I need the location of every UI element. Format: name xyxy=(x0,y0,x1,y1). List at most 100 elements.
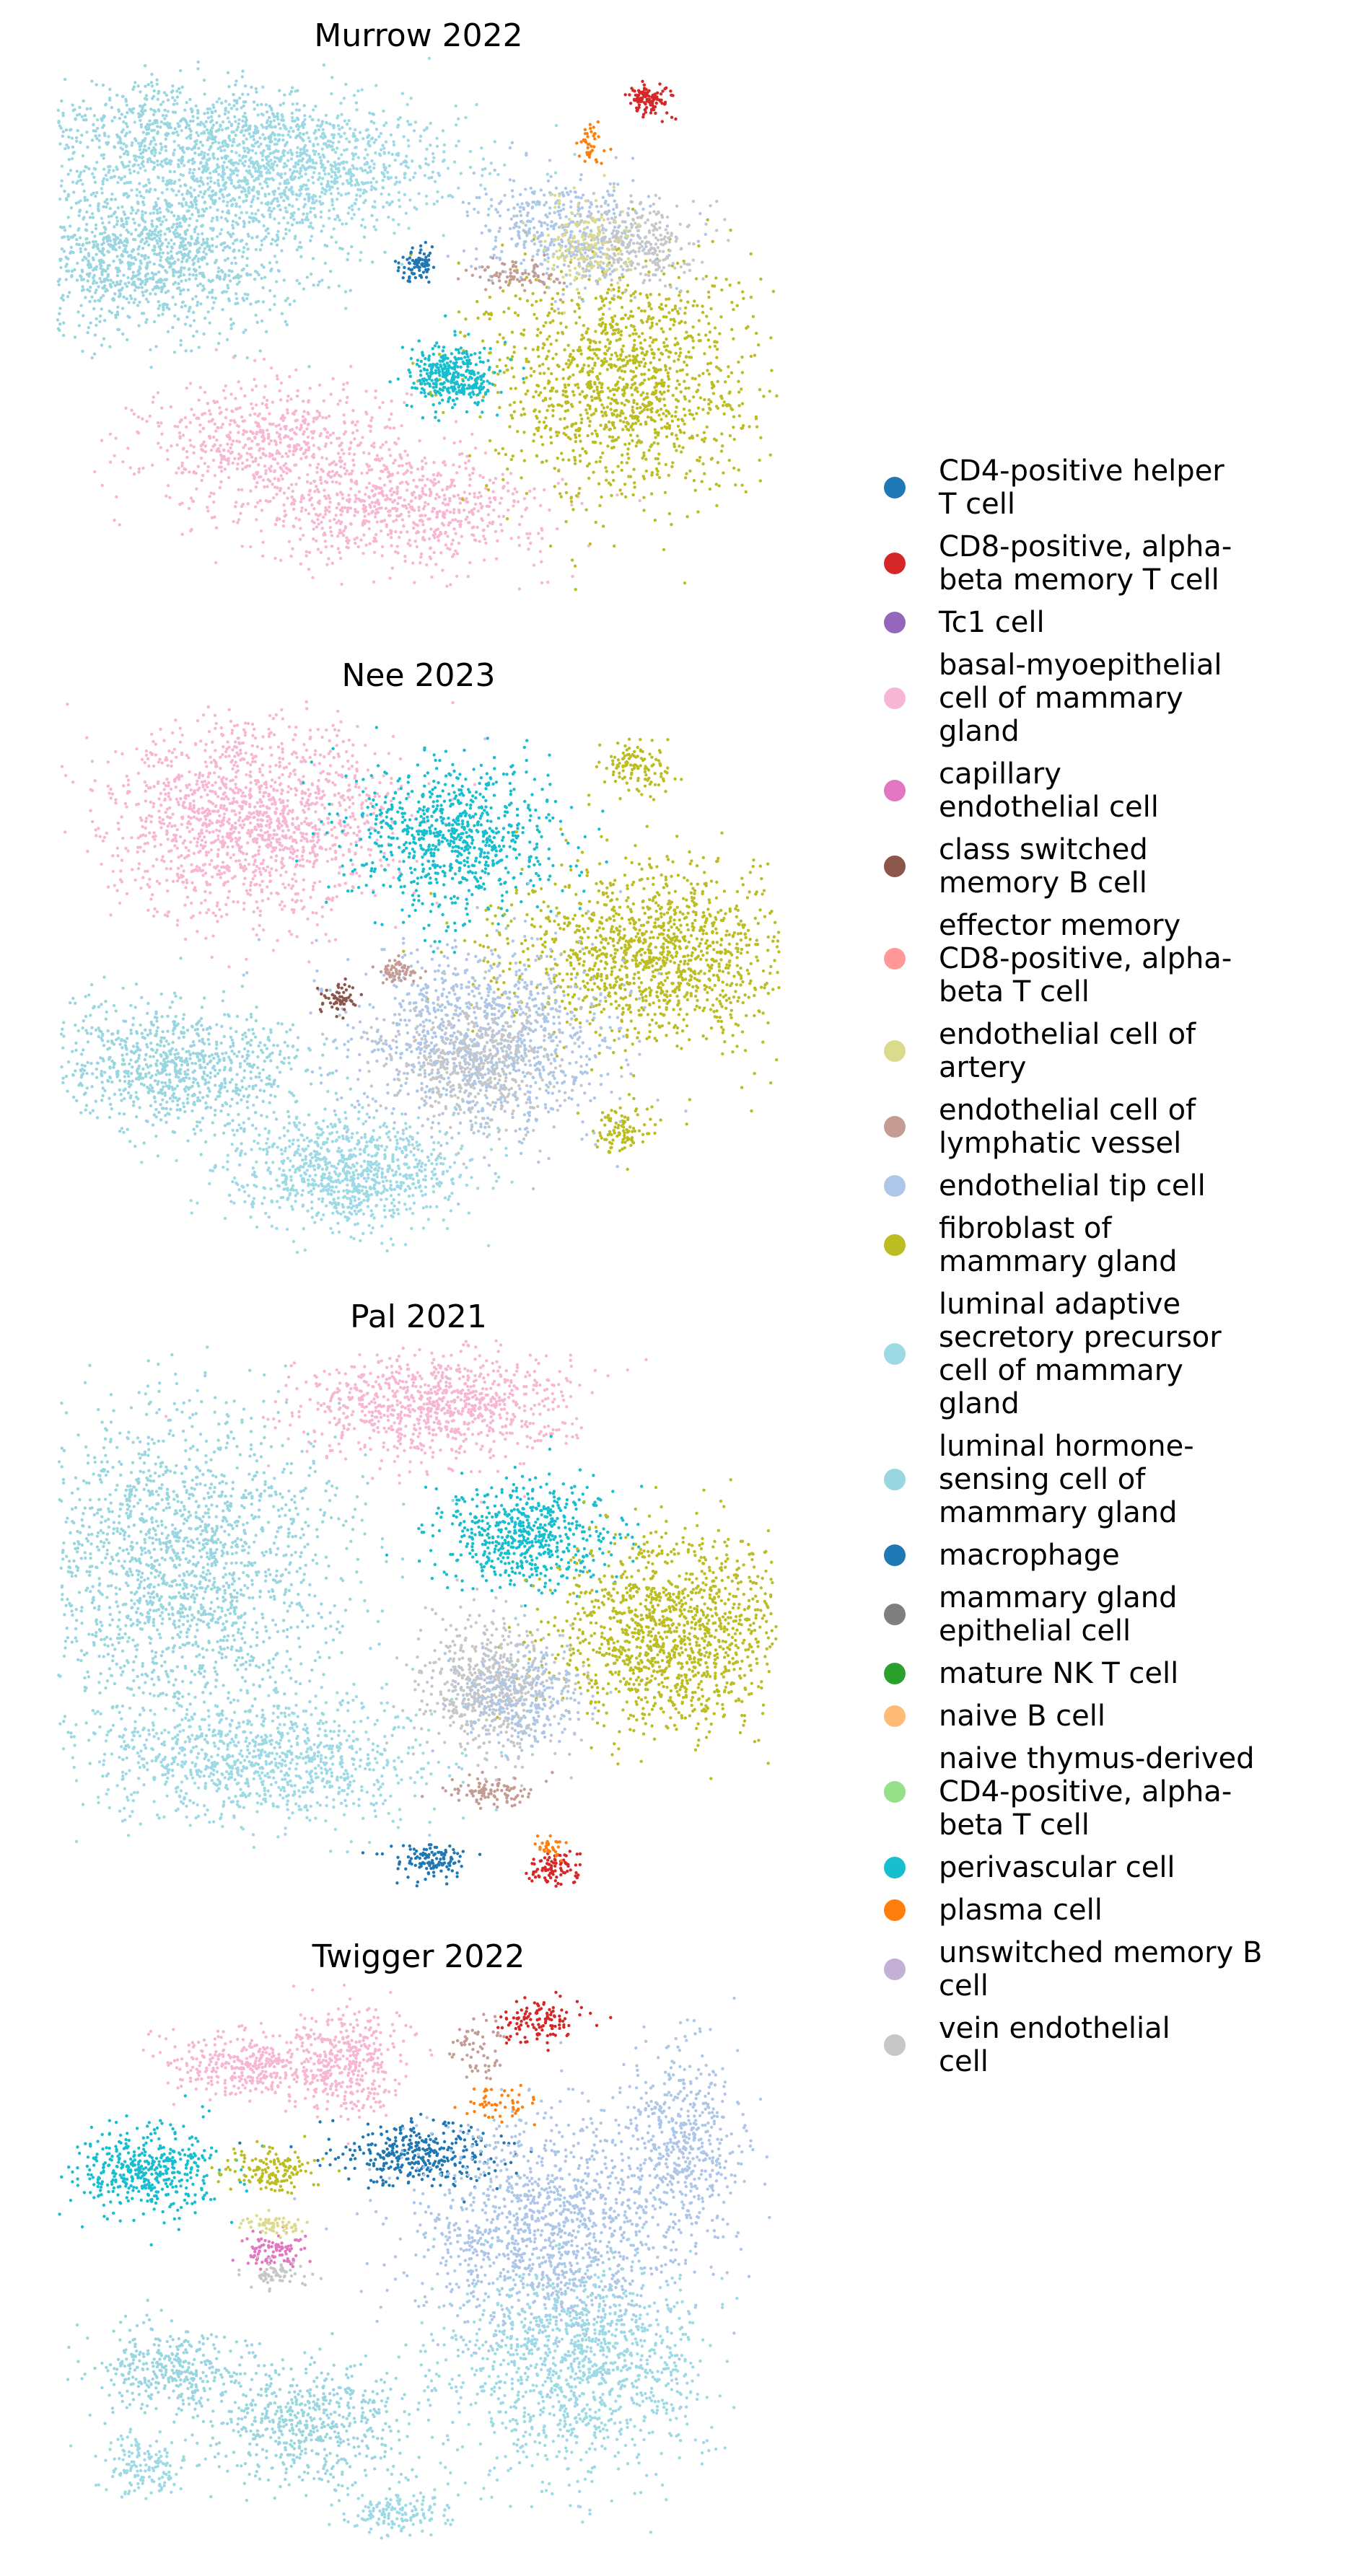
data-point xyxy=(159,126,162,129)
data-point xyxy=(85,222,89,227)
data-point xyxy=(193,146,197,150)
data-point xyxy=(124,244,128,247)
data-point xyxy=(571,508,575,511)
data-point xyxy=(364,390,368,393)
data-point xyxy=(436,527,439,531)
data-point xyxy=(110,192,114,196)
data-point xyxy=(561,288,565,291)
data-point xyxy=(338,246,342,250)
data-point xyxy=(546,366,551,371)
data-point xyxy=(157,278,161,282)
data-point xyxy=(261,554,265,558)
data-point xyxy=(68,291,71,294)
data-point xyxy=(105,142,109,146)
data-point xyxy=(289,135,292,139)
data-point xyxy=(102,153,106,157)
data-point xyxy=(282,503,286,507)
data-point xyxy=(147,146,151,150)
data-point xyxy=(500,529,504,532)
data-point xyxy=(666,371,670,375)
data-point xyxy=(255,131,260,134)
data-point xyxy=(676,424,680,428)
data-point xyxy=(481,157,486,161)
data-point xyxy=(260,509,264,512)
data-point xyxy=(265,144,268,148)
data-point xyxy=(405,462,408,465)
data-point xyxy=(165,218,168,222)
data-point xyxy=(305,153,309,157)
data-point xyxy=(442,410,445,414)
data-point xyxy=(297,518,302,522)
data-point xyxy=(260,319,264,323)
data-point xyxy=(82,169,86,173)
data-point xyxy=(159,162,162,167)
data-point xyxy=(171,268,175,271)
data-point xyxy=(234,302,237,306)
data-point xyxy=(395,485,399,489)
data-point xyxy=(324,545,328,549)
data-point xyxy=(381,144,385,147)
data-point xyxy=(564,362,569,366)
data-point xyxy=(272,119,276,123)
data-point xyxy=(548,321,552,325)
data-point xyxy=(393,232,396,235)
data-point xyxy=(374,228,377,232)
data-point xyxy=(361,218,364,221)
data-point xyxy=(238,456,242,460)
data-point xyxy=(171,84,175,88)
data-point xyxy=(206,188,210,191)
data-point xyxy=(149,211,152,216)
data-point xyxy=(408,178,412,182)
data-point xyxy=(231,410,235,413)
data-point xyxy=(198,386,202,390)
data-point xyxy=(259,142,263,146)
data-point xyxy=(282,165,286,169)
data-point xyxy=(298,240,302,245)
data-point xyxy=(372,485,377,488)
data-point xyxy=(182,273,186,277)
data-point xyxy=(392,461,395,465)
data-point xyxy=(146,160,149,164)
data-point xyxy=(161,220,165,224)
data-point xyxy=(258,182,262,186)
data-point xyxy=(380,529,383,533)
data-point xyxy=(97,208,100,213)
data-point xyxy=(213,181,216,185)
data-point xyxy=(531,348,535,351)
data-point xyxy=(355,193,359,197)
data-point xyxy=(517,587,521,591)
data-point xyxy=(491,490,495,493)
data-point xyxy=(400,518,405,522)
data-point xyxy=(215,439,219,442)
data-point xyxy=(244,120,247,124)
data-point xyxy=(97,202,100,206)
data-point xyxy=(237,195,241,199)
data-point xyxy=(168,265,172,269)
data-point xyxy=(76,310,80,314)
data-point xyxy=(281,133,285,137)
data-point xyxy=(362,499,367,503)
data-point xyxy=(346,395,349,400)
data-point xyxy=(507,307,511,310)
data-point xyxy=(438,509,442,513)
data-point xyxy=(113,146,117,149)
data-point xyxy=(432,483,436,487)
data-point xyxy=(243,292,247,296)
data-point xyxy=(362,201,366,205)
data-point xyxy=(382,151,386,155)
data-point xyxy=(287,203,292,207)
data-point xyxy=(329,530,333,534)
data-point xyxy=(716,379,719,384)
data-point xyxy=(149,81,154,84)
data-point xyxy=(228,423,232,426)
data-point xyxy=(292,449,296,453)
data-point xyxy=(245,257,249,260)
data-point xyxy=(476,509,480,513)
data-point xyxy=(260,213,264,217)
data-point xyxy=(285,323,289,327)
data-point xyxy=(312,131,316,135)
data-point xyxy=(152,108,156,113)
data-point xyxy=(600,403,604,407)
data-point xyxy=(117,108,121,112)
data-point xyxy=(527,536,530,540)
